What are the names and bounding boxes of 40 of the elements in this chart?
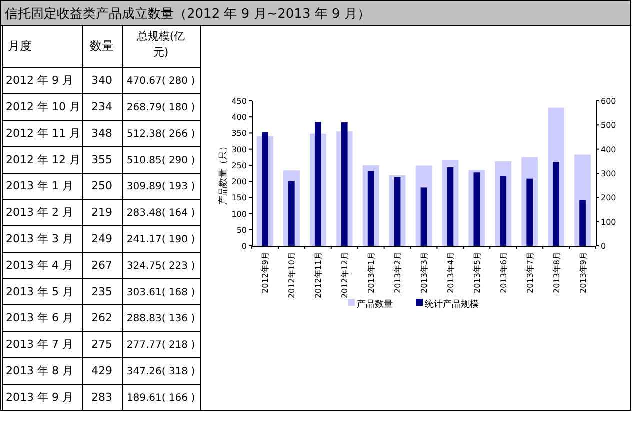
y-tick-label: 350: [232, 129, 247, 138]
y2-tick-label: 100: [601, 218, 616, 227]
x-tick-label: 2013年4月: [446, 252, 456, 294]
bar: [553, 162, 560, 246]
table: 月度 数量 总规模(亿元) 2012 年 9 月 340 470.67( 280 ) 2012 年 10 月 234 268.79( 180 ) 2012 年 11 月 348 512.38( 266 ) 2012 年 12 月 355 510.85( 290 ) 2013 年 1 月 250 309.89( 193 ) 2013 年 2 月 219 283.48( 164 ) 2013 年 3 月 249 241.17( 190 ) 2013 年 4 月 267 324.75( 223 ) 2013 年 5 月 235 303.61( 168 ) 2013 年 6 月 262 288.83( 136 ) 2013 年 7 月 275 277.77( 218 ) 2013 年 8 月 429 347.26( 318 ) 2013 年 9 月 283 189.61( 166 ): [2, 26, 201, 410]
y-axis-title: 产品数量（只）: [218, 142, 229, 205]
chart-title: 信托固定收益类产品成立数量（2012 年 9 月~2013 年 9 月）: [5, 6, 370, 22]
legend-label: 统计产品规模: [425, 299, 479, 310]
y-tick-label: 400: [232, 113, 247, 122]
x-tick-label: 2012年12月: [340, 252, 350, 299]
y2-tick-label: 600: [601, 97, 616, 106]
y2-tick-label: 300: [601, 170, 616, 178]
x-tick-label: 2013年9月: [578, 252, 588, 294]
y-tick-label: 50: [236, 226, 247, 235]
x-tick-label: 2013年3月: [420, 252, 429, 294]
x-tick-label: 2013年8月: [552, 252, 562, 294]
x-tick-label: 2012年10月: [288, 252, 297, 299]
y-tick-label: 150: [232, 194, 247, 203]
x-tick-label: 2013年2月: [394, 252, 403, 294]
y-tick-label: 0: [242, 242, 247, 251]
x-tick-label: 2012年9月: [261, 252, 270, 294]
bar: [526, 178, 534, 246]
x-tick-label: 2013年7月: [526, 252, 535, 294]
y2-tick-label: 400: [601, 145, 616, 154]
y2-tick-label: 500: [601, 121, 616, 130]
y-tick-label: 300: [232, 145, 247, 154]
bar: [580, 200, 586, 246]
x-tick-label: 2013年1月: [367, 252, 376, 294]
y-tick-label: 450: [232, 97, 247, 106]
y-tick-label: 200: [232, 178, 247, 187]
y2-tick-label: 200: [601, 194, 616, 203]
x-tick-label: 2013年6月: [499, 252, 508, 294]
y2-tick-label: 0: [601, 242, 606, 251]
x-tick-label: 2012年11月: [314, 252, 324, 299]
bar: [420, 188, 428, 246]
legend-label: 产品数量: [357, 299, 393, 310]
y-tick-label: 250: [232, 161, 247, 170]
title-bar: 信托固定收益类产品成立数量（2012 年 9 月~2013 年 9 月）: [0, 0, 631, 26]
x-tick-label: 2013年5月: [472, 252, 482, 294]
y-tick-label: 100: [232, 210, 247, 219]
